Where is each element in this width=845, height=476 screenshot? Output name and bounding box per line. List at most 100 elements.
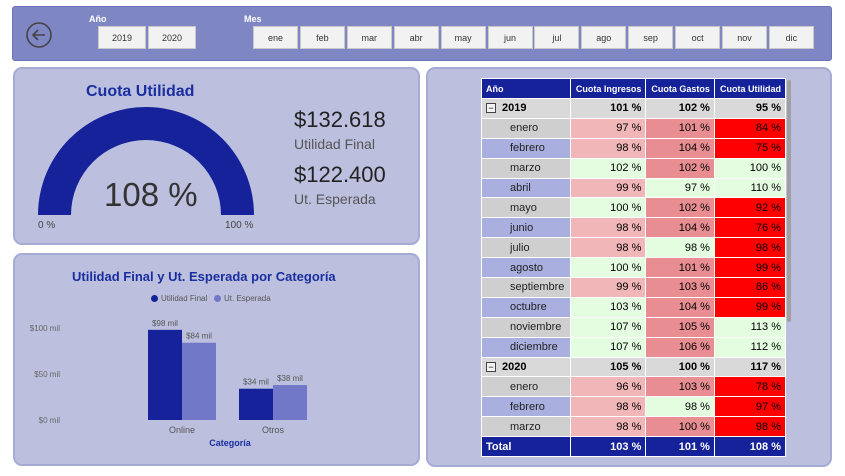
matrix-value-cell: 102 % xyxy=(645,157,715,179)
year-label: 2020 xyxy=(502,361,527,374)
matrix-value-cell: 103 % xyxy=(645,277,715,298)
matrix-value-cell: 78 % xyxy=(713,376,787,398)
header-income-quota[interactable]: Cuota Ingresos xyxy=(569,78,647,99)
expected-utility-value: $122.400 xyxy=(294,162,386,187)
header-expense-quota[interactable]: Cuota Gastos xyxy=(645,78,715,99)
header-utility-quota[interactable]: Cuota Utilidad xyxy=(713,78,787,99)
matrix-month-row[interactable]: septiembre 99 % 103 % 86 % xyxy=(481,277,787,298)
matrix-month-row[interactable]: febrero 98 % 104 % 75 % xyxy=(481,137,787,159)
year-button-2020[interactable]: 2020 xyxy=(148,26,196,49)
matrix-value-cell: 86 % xyxy=(713,277,787,298)
matrix-value-cell: 101 % xyxy=(569,98,647,119)
matrix-value-cell: 98 % xyxy=(645,237,715,259)
bar-otros-0 xyxy=(239,388,273,420)
bar-online-0 xyxy=(148,329,182,420)
month-button-jul[interactable]: jul xyxy=(534,26,580,49)
matrix-value-cell: 97 % xyxy=(713,396,787,418)
month-label: enero xyxy=(481,376,571,398)
header-year[interactable]: Año xyxy=(481,78,571,99)
year-filter-label: Año xyxy=(89,14,107,24)
year-button-2019[interactable]: 2019 xyxy=(98,26,146,49)
matrix-month-row[interactable]: julio 98 % 98 % 98 % xyxy=(481,237,787,259)
matrix-header-row: Año Cuota Ingresos Cuota Gastos Cuota Ut… xyxy=(481,78,787,99)
matrix-value-cell: 98 % xyxy=(645,396,715,418)
matrix-month-row[interactable]: junio 98 % 104 % 76 % xyxy=(481,217,787,239)
matrix-value-cell: 105 % xyxy=(645,316,715,338)
matrix-month-row[interactable]: diciembre 107 % 106 % 112 % xyxy=(481,336,787,358)
collapse-icon[interactable]: − xyxy=(486,103,496,114)
matrix-month-row[interactable]: mayo 100 % 102 % 92 % xyxy=(481,197,787,219)
matrix-value-cell: 110 % xyxy=(713,177,787,199)
matrix-value-cell: 100 % xyxy=(713,157,787,179)
matrix-value-cell: 97 % xyxy=(645,177,715,199)
matrix-value-cell: 104 % xyxy=(645,217,715,239)
month-button-jun[interactable]: jun xyxy=(487,26,533,49)
month-label: noviembre xyxy=(481,316,571,338)
matrix-value-cell: 112 % xyxy=(713,336,787,358)
matrix-month-row[interactable]: marzo 102 % 102 % 100 % xyxy=(481,157,787,179)
matrix-month-row[interactable]: agosto 100 % 101 % 99 % xyxy=(481,257,787,279)
matrix-month-row[interactable]: enero 96 % 103 % 78 % xyxy=(481,376,787,398)
final-utility-value: $132.618 xyxy=(294,107,386,132)
matrix-value-cell: 98 % xyxy=(713,416,787,438)
matrix-value-cell: 98 % xyxy=(569,237,647,259)
gauge-min-label: 0 % xyxy=(38,220,56,231)
month-button-sep[interactable]: sep xyxy=(628,26,674,49)
total-label: Total xyxy=(481,436,571,458)
month-button-nov[interactable]: nov xyxy=(722,26,767,49)
matrix-value-cell: 95 % xyxy=(713,98,787,119)
month-label: marzo xyxy=(481,416,571,438)
month-button-dic[interactable]: dic xyxy=(768,26,814,49)
bar-chart: $100 mil $50 mil $0 mil $98 mil $84 mil Onlin… xyxy=(30,319,307,448)
month-button-may[interactable]: may xyxy=(440,26,486,49)
matrix-month-row[interactable]: abril 99 % 97 % 110 % xyxy=(481,177,787,199)
legend-item-expected: Ut. Esperada xyxy=(214,294,271,303)
matrix-value-cell: 102 % xyxy=(645,98,715,119)
month-button-ene[interactable]: ene xyxy=(253,26,298,49)
gauge-max-label: 100 % xyxy=(225,220,254,231)
month-filter-label: Mes xyxy=(244,14,262,24)
month-label: julio xyxy=(481,237,571,259)
back-arrow-icon[interactable] xyxy=(25,21,53,49)
month-label: octubre xyxy=(481,296,571,318)
year-cell: −2020 xyxy=(481,356,571,378)
matrix-value-cell: 104 % xyxy=(645,137,715,159)
matrix-value-cell: 98 % xyxy=(569,396,647,418)
month-button-ago[interactable]: ago xyxy=(581,26,627,49)
total-value-cell: 108 % xyxy=(713,436,787,458)
month-label: mayo xyxy=(481,197,571,219)
gauge-value: 108 % xyxy=(104,176,198,213)
matrix-value-cell: 84 % xyxy=(713,117,787,139)
matrix-month-row[interactable]: octubre 103 % 104 % 99 % xyxy=(481,296,787,318)
matrix-value-cell: 75 % xyxy=(713,137,787,159)
matrix-month-row[interactable]: febrero 98 % 98 % 97 % xyxy=(481,396,787,418)
total-value-cell: 101 % xyxy=(645,436,715,458)
matrix-year-row[interactable]: −2020 105 % 100 % 117 % xyxy=(481,356,787,378)
bar-data-label: $84 mil xyxy=(186,332,212,341)
year-label: 2019 xyxy=(502,102,527,115)
matrix-month-row[interactable]: enero 97 % 101 % 84 % xyxy=(481,117,787,139)
bar-data-label: $38 mil xyxy=(277,374,303,383)
matrix-value-cell: 99 % xyxy=(569,177,647,199)
matrix-total-row: Total 103 % 101 % 108 % xyxy=(481,436,787,458)
utility-gauge xyxy=(38,107,254,215)
collapse-icon[interactable]: − xyxy=(486,362,496,373)
month-label: marzo xyxy=(481,157,571,179)
month-button-feb[interactable]: feb xyxy=(299,26,345,49)
matrix-month-row[interactable]: marzo 98 % 100 % 98 % xyxy=(481,416,787,438)
matrix-value-cell: 92 % xyxy=(713,197,787,219)
matrix-scrollbar[interactable] xyxy=(787,80,791,322)
total-value-cell: 103 % xyxy=(569,436,647,458)
matrix-month-row[interactable]: noviembre 107 % 105 % 113 % xyxy=(481,316,787,338)
month-button-abr[interactable]: abr xyxy=(393,26,439,49)
matrix-year-row[interactable]: −2019 101 % 102 % 95 % xyxy=(481,98,787,119)
month-button-oct[interactable]: oct xyxy=(675,26,721,49)
matrix-value-cell: 107 % xyxy=(569,316,647,338)
month-label: junio xyxy=(481,217,571,239)
legend-item-final: Utilidad Final xyxy=(151,294,207,303)
matrix-value-cell: 96 % xyxy=(569,376,647,398)
matrix-value-cell: 117 % xyxy=(713,356,787,378)
year-cell: −2019 xyxy=(481,98,571,119)
matrix-value-cell: 101 % xyxy=(645,257,715,279)
month-button-mar[interactable]: mar xyxy=(346,26,392,49)
